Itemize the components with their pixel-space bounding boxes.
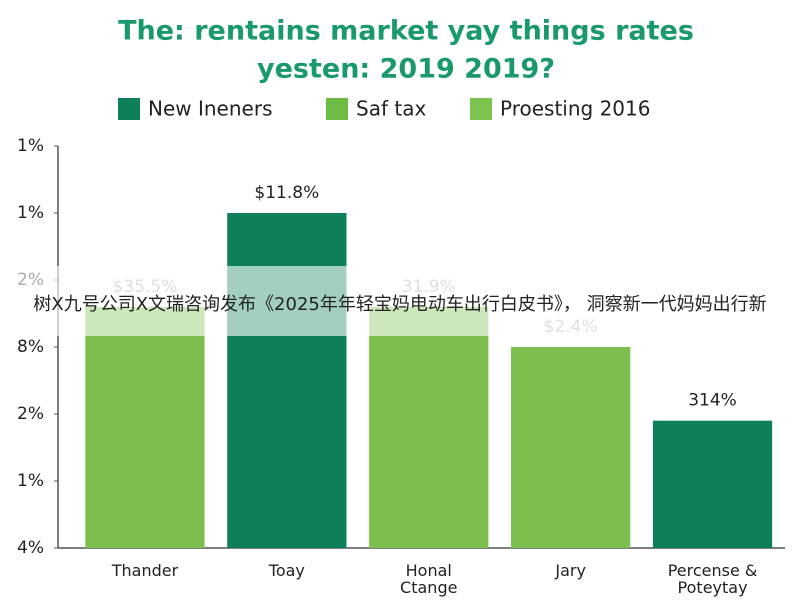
x-tick-label: Jary xyxy=(555,561,586,580)
bar xyxy=(511,347,631,548)
legend-swatch xyxy=(470,98,492,120)
x-tick-label: Percense & Poteytay xyxy=(667,561,758,597)
bar xyxy=(652,420,773,548)
y-tick-label: 2% xyxy=(17,404,44,424)
bar-annotation: $11.8% xyxy=(254,183,319,203)
legend-label: Proesting 2016 xyxy=(500,97,650,121)
legend-swatch xyxy=(118,98,140,120)
banner-text: 树X九号公司X文瑞咨询发布《2025年年轻宝妈电动车出行白皮书》， 洞察新一代妈… xyxy=(33,294,767,315)
chart-subtitle: yesten: 2019 2019? xyxy=(257,54,555,85)
bar xyxy=(227,213,347,548)
y-tick-label: 8% xyxy=(17,337,44,357)
y-tick-label: 1% xyxy=(17,203,44,223)
bar xyxy=(369,306,489,548)
legend-label: Saf tax xyxy=(356,97,426,121)
legend-label: New Ineners xyxy=(148,97,272,121)
x-tick-label: Thander xyxy=(111,561,179,580)
y-tick-label: 1% xyxy=(17,471,44,491)
y-tick-label: 1% xyxy=(17,136,44,156)
chart-title: The: rentains market yay things rates xyxy=(118,16,694,47)
legend-swatch xyxy=(326,98,348,120)
bar-annotation: 314% xyxy=(688,391,737,411)
bar xyxy=(85,306,205,548)
x-tick-label: Honal Ctange xyxy=(400,561,458,597)
banner: 树X九号公司X文瑞咨询发布《2025年年轻宝妈电动车出行白皮书》， 洞察新一代妈… xyxy=(0,266,800,336)
y-tick-label: 4% xyxy=(17,538,44,558)
x-tick-label: Toay xyxy=(268,561,305,580)
